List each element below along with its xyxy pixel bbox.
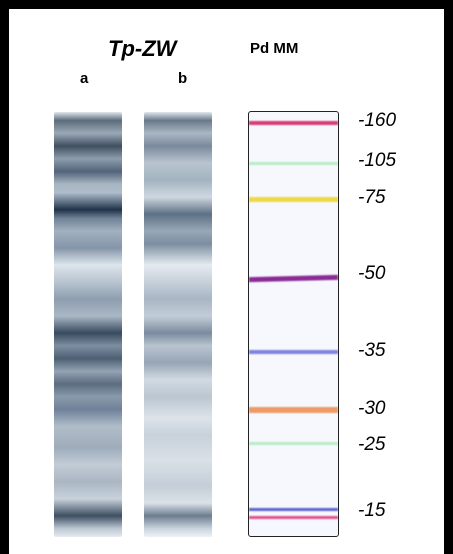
marker-band <box>249 162 338 165</box>
marker-label: -35 <box>358 340 385 362</box>
marker-label: -25 <box>358 434 385 456</box>
page: Tp-ZW a b Pd MM -160 -105 -75 -50 -35 -30 -25 -… <box>0 0 453 554</box>
lane-label: b <box>178 70 187 87</box>
marker-label: -50 <box>358 263 385 285</box>
marker-label: -105 <box>358 150 396 172</box>
sample-title: Tp-ZW <box>108 36 176 62</box>
marker-lane <box>248 111 339 537</box>
marker-band <box>249 407 338 413</box>
marker-band <box>249 442 338 445</box>
marker-label: -160 <box>358 110 396 132</box>
marker-band <box>249 516 338 519</box>
marker-label: -15 <box>358 500 385 522</box>
marker-band <box>249 121 338 125</box>
marker-label: -75 <box>358 187 385 209</box>
gel-lane <box>144 112 212 537</box>
marker-label: -30 <box>358 398 385 420</box>
gel-lane <box>54 112 122 537</box>
lane-label: a <box>80 70 88 87</box>
marker-band <box>249 275 338 282</box>
marker-title: Pd MM <box>250 40 298 57</box>
marker-band <box>249 197 338 202</box>
marker-band <box>249 508 338 511</box>
marker-band <box>249 350 338 354</box>
